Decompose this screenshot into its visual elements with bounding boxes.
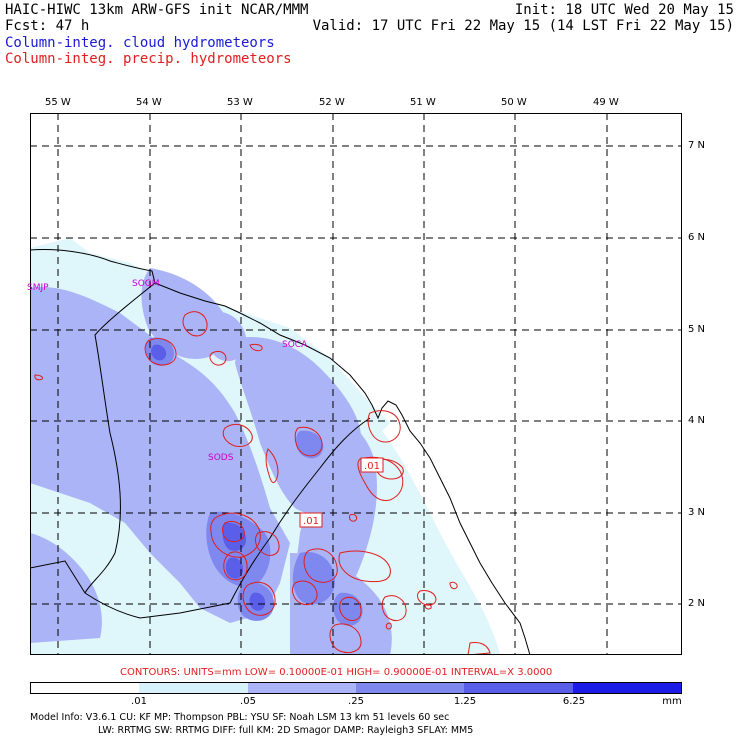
model-info-line1: Model Info: V3.6.1 CU: KF MP: Thompson P… (30, 712, 450, 723)
lon-label-50w: 50 W (501, 97, 527, 108)
station-label-smjp: SMJP (27, 283, 49, 293)
contour-label-1: .01 (360, 457, 384, 473)
svg-text:.01: .01 (364, 461, 380, 472)
lon-label-52w: 52 W (319, 97, 345, 108)
lon-label-53w: 53 W (227, 97, 253, 108)
coastline (30, 249, 531, 655)
legend-level-5: 6.25 (562, 696, 586, 707)
init-time: Init: 18 UTC Wed 20 May 15 (514, 2, 734, 18)
model-title: HAIC-HIWC 13km ARW-GFS init NCAR/MMM (5, 2, 309, 18)
field-cloud-label: Column-integ. cloud hydrometeors (5, 35, 275, 51)
lat-label-3n: 3 N (688, 507, 706, 518)
map-frame (30, 113, 682, 655)
lat-lon-grid (30, 113, 682, 655)
field-precip-label: Column-integ. precip. hydrometeors (5, 51, 292, 67)
lat-label-7n: 7 N (688, 140, 706, 151)
station-label-sods: SODS (208, 453, 234, 463)
station-label-sogm: SOGM (132, 279, 160, 289)
shading-darkest (151, 344, 266, 611)
svg-text:.01: .01 (303, 516, 319, 527)
legend-level-3: .25 (348, 696, 364, 707)
legend-level-2: .05 (240, 696, 256, 707)
legend-swatch-0 (31, 683, 140, 693)
borders (30, 282, 371, 619)
legend-swatch-1 (139, 683, 248, 693)
legend-level-4: 1.25 (453, 696, 477, 707)
legend-swatch-5 (572, 683, 681, 693)
lat-label-5n: 5 N (688, 324, 706, 335)
valid-time: Valid: 17 UTC Fri 22 May 15 (14 LST Fri … (312, 18, 734, 34)
lat-label-6n: 6 N (688, 232, 706, 243)
forecast-hour: Fcst: 47 h (5, 18, 90, 34)
lon-label-49w: 49 W (593, 97, 619, 108)
legend-units: mm (662, 696, 682, 707)
lon-label-54w: 54 W (136, 97, 162, 108)
contour-label-2: .01 (299, 512, 323, 528)
model-info-line2: LW: RRTMG SW: RRTMG DIFF: full KM: 2D Sm… (98, 725, 474, 736)
map-panel: .01 .01 (30, 113, 682, 655)
lon-label-55w: 55 W (45, 97, 71, 108)
legend-swatch-3 (355, 683, 465, 693)
color-legend (30, 682, 682, 694)
station-label-soca: SOCA (282, 340, 308, 350)
precip-contours (34, 311, 491, 655)
lat-label-4n: 4 N (688, 415, 706, 426)
contours-caption: CONTOURS: UNITS=mm LOW= 0.10000E-01 HIGH… (120, 667, 553, 678)
legend-swatch-4 (464, 683, 573, 693)
lon-label-51w: 51 W (410, 97, 436, 108)
lat-label-2n: 2 N (688, 598, 706, 609)
legend-level-1: .01 (131, 696, 147, 707)
legend-swatch-2 (247, 683, 356, 693)
